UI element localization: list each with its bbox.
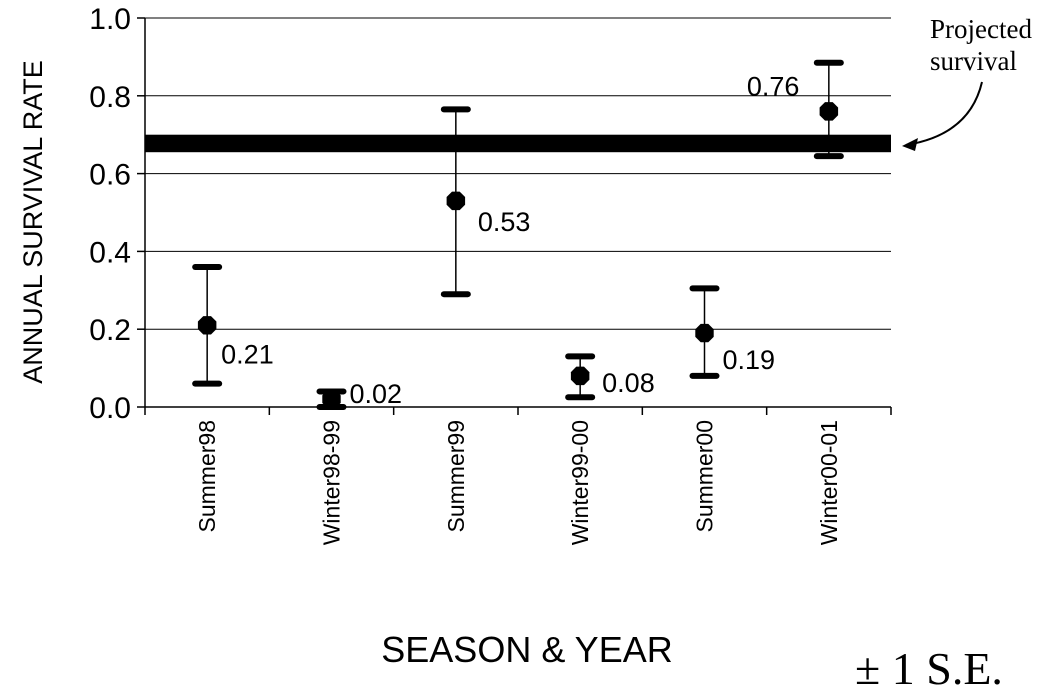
x-category-label: Winter98-99 xyxy=(319,420,345,545)
data-points: 0.21 0.02 0.53 0.08 0.19 0.76 xyxy=(192,59,844,410)
error-note: ± 1 S.E. xyxy=(855,643,1003,694)
x-axis-title: SEASON & YEAR xyxy=(381,629,672,670)
x-category-label: Summer98 xyxy=(194,420,220,532)
data-label: 0.76 xyxy=(747,71,800,101)
x-category-label: Winter99-00 xyxy=(567,420,593,545)
projected-survival-band xyxy=(145,134,891,153)
data-point xyxy=(695,323,714,343)
data-point xyxy=(819,102,839,121)
data-point xyxy=(322,390,341,409)
y-tick-label: 0.4 xyxy=(89,236,131,269)
data-label: 0.53 xyxy=(478,207,531,237)
x-category-label: Winter00-01 xyxy=(816,420,842,545)
x-category-label: Summer99 xyxy=(443,420,469,532)
y-tick-label: 0.0 xyxy=(89,392,131,425)
data-label: 0.19 xyxy=(723,345,776,375)
gridlines xyxy=(145,17,891,330)
axes xyxy=(137,17,892,415)
data-point xyxy=(570,366,590,386)
y-tick-label: 0.6 xyxy=(89,159,131,192)
y-axis-title: ANNUAL SURVIVAL RATE xyxy=(18,60,48,384)
projected-label-line1: Projected xyxy=(930,14,1032,44)
y-tick-label: 0.8 xyxy=(89,81,131,114)
projected-arrow-head xyxy=(902,138,918,151)
data-label: 0.08 xyxy=(602,368,655,398)
projected-label-line2: survival xyxy=(930,46,1017,76)
y-tick-label: 1.0 xyxy=(89,3,131,36)
data-label: 0.21 xyxy=(221,339,274,369)
y-tick-labels: 0.0 0.2 0.4 0.6 0.8 1.0 xyxy=(89,3,131,425)
data-point xyxy=(446,191,466,211)
data-label: 0.02 xyxy=(350,379,403,409)
x-category-labels: Summer98 Winter98-99 Summer99 Winter99-00 Su… xyxy=(194,420,842,545)
x-category-label: Summer00 xyxy=(692,420,718,532)
projected-arrow xyxy=(905,81,983,146)
data-point xyxy=(197,316,217,335)
y-tick-label: 0.2 xyxy=(89,314,131,347)
